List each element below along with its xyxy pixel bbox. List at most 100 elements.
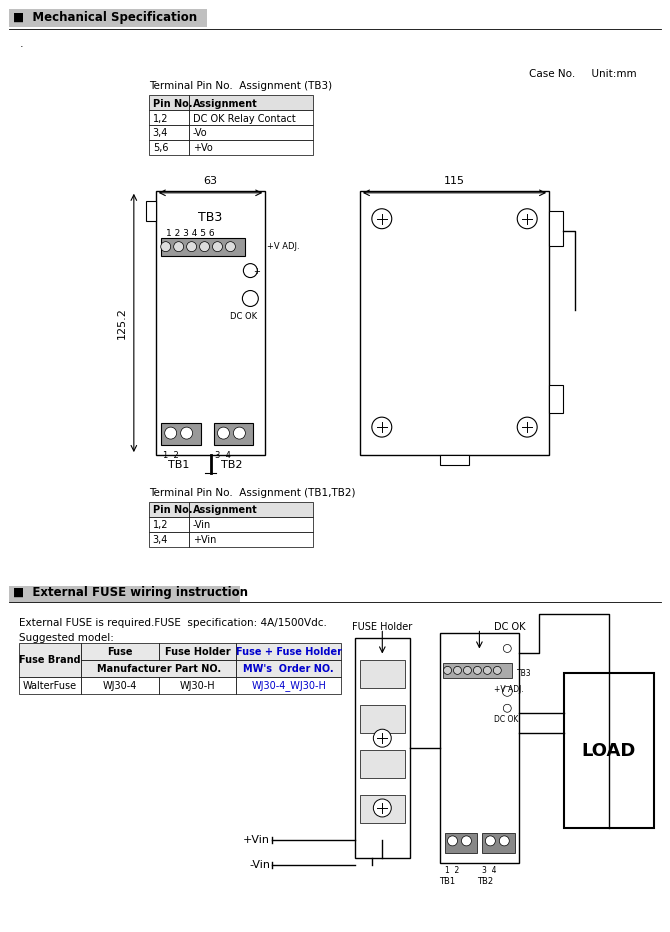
Bar [443,664,513,678]
Text: FUSE Holder: FUSE Holder [352,622,412,632]
Bar [19,678,81,694]
Circle shape [444,666,452,675]
Text: Assignment: Assignment [192,99,257,109]
Bar [360,750,405,778]
Text: 3,4: 3,4 [153,535,168,545]
Text: 1  2: 1 2 [444,866,459,875]
Bar [237,643,341,661]
Text: TB3: TB3 [517,669,532,678]
Circle shape [503,705,511,712]
Bar [146,200,155,221]
Bar [81,678,159,694]
Text: DC OK Relay Contact: DC OK Relay Contact [192,114,295,124]
Bar [149,110,189,125]
Bar [237,661,341,678]
Text: 1  2: 1 2 [163,451,178,460]
Circle shape [181,427,192,439]
Circle shape [373,799,391,817]
Bar [444,833,478,853]
Text: +Vin: +Vin [192,535,216,545]
Circle shape [372,209,392,228]
Circle shape [243,291,259,307]
Circle shape [165,427,177,439]
Text: ■  External FUSE wiring instruction: ■ External FUSE wiring instruction [13,585,249,598]
Bar [440,634,519,863]
Text: 5,6: 5,6 [153,144,168,154]
Text: WJ30-4_WJ30-H: WJ30-4_WJ30-H [251,680,326,692]
Text: WalterFuse: WalterFuse [23,681,77,691]
Bar [360,191,549,455]
Text: Fuse + Fuse Holder: Fuse + Fuse Holder [236,647,342,657]
Bar [189,502,313,517]
Text: .: . [19,39,23,49]
Bar [189,95,313,110]
Bar [237,678,341,694]
Bar [161,238,245,255]
Bar [149,517,189,532]
Text: DC OK: DC OK [494,715,519,724]
Circle shape [493,666,501,675]
Circle shape [483,666,491,675]
Text: TB2: TB2 [477,877,493,885]
Bar [360,795,405,823]
Text: 3  4: 3 4 [216,451,231,460]
Circle shape [233,427,245,439]
Circle shape [454,666,462,675]
Circle shape [517,209,537,228]
Circle shape [464,666,472,675]
Text: DC OK: DC OK [230,312,257,322]
Circle shape [218,427,229,439]
Text: 63: 63 [204,176,218,185]
Text: +Vin: +Vin [243,835,270,845]
Bar [149,532,189,547]
Bar [189,517,313,532]
Bar [81,661,237,678]
Text: Pin No.: Pin No. [153,99,192,109]
Bar [161,423,200,445]
Bar [149,140,189,155]
Bar [564,674,654,828]
Circle shape [448,836,458,846]
Text: 1,2: 1,2 [153,114,168,124]
Bar [149,95,189,110]
Circle shape [503,644,511,652]
Circle shape [187,241,196,252]
Text: -Vin: -Vin [249,860,270,870]
Text: Fuse Brand: Fuse Brand [19,655,81,665]
Text: External FUSE is required.FUSE  specification: 4A/1500Vdc.: External FUSE is required.FUSE specifica… [19,618,327,627]
Text: Case No.     Unit:mm: Case No. Unit:mm [529,69,636,79]
Text: Pin No.: Pin No. [153,505,192,515]
Bar [189,110,313,125]
Text: Fuse: Fuse [107,647,133,657]
Bar [9,585,241,601]
Text: +V ADJ.: +V ADJ. [267,242,300,251]
Bar [189,140,313,155]
Bar [189,125,313,140]
Circle shape [212,241,222,252]
Circle shape [474,666,481,675]
Circle shape [174,241,184,252]
Bar [482,833,515,853]
Text: Assignment: Assignment [192,505,257,515]
Text: 1 2 3 4 5 6: 1 2 3 4 5 6 [165,228,214,238]
Bar [9,9,206,27]
Text: 3,4: 3,4 [153,129,168,139]
Text: +V ADJ.: +V ADJ. [494,685,524,694]
Circle shape [161,241,171,252]
Text: TB2: TB2 [220,460,242,470]
Text: TB3: TB3 [198,211,222,224]
Circle shape [485,836,495,846]
Bar [19,643,81,678]
Text: +Vo: +Vo [192,144,212,154]
Bar [549,211,563,246]
Text: 3  4: 3 4 [482,866,497,875]
Circle shape [502,686,513,696]
Text: Fuse Holder: Fuse Holder [165,647,230,657]
Bar [214,423,253,445]
Circle shape [200,241,210,252]
Text: -Vo: -Vo [192,129,207,139]
Bar [159,643,237,661]
Bar [355,638,409,857]
Text: Suggested model:: Suggested model: [19,633,114,642]
Circle shape [462,836,472,846]
